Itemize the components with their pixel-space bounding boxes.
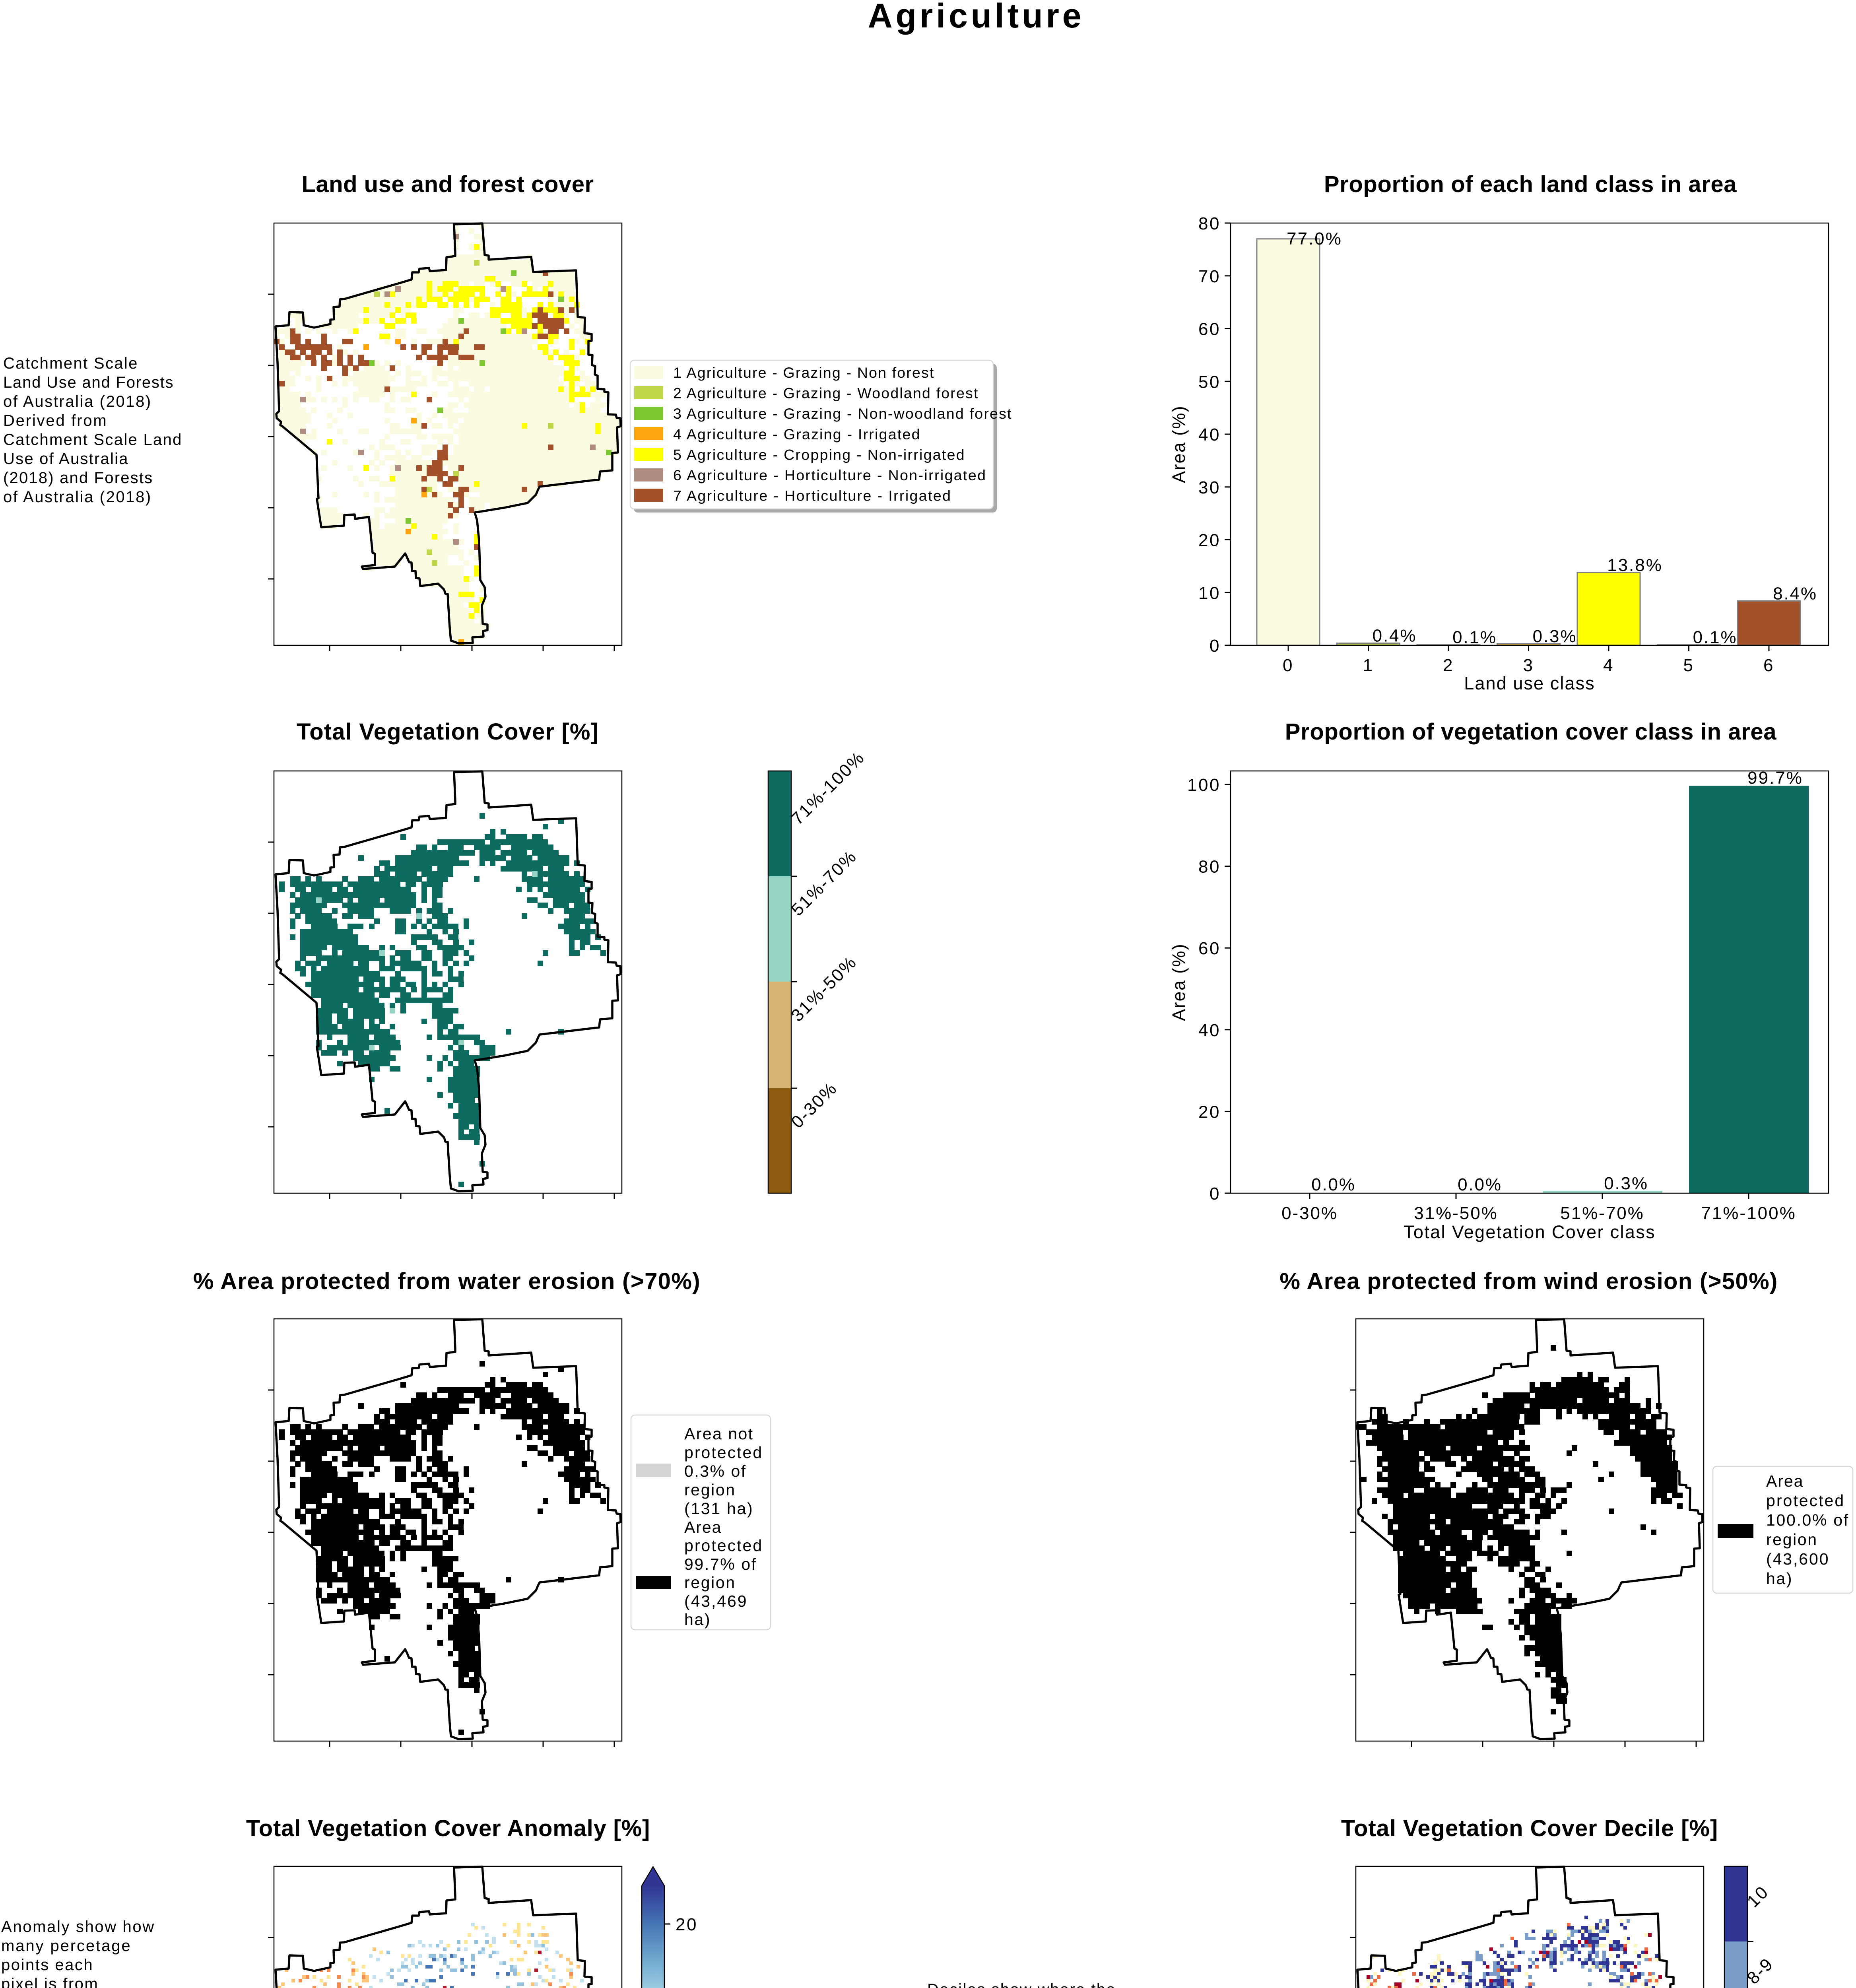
svg-text:71%-100%: 71%-100% (1701, 1204, 1796, 1223)
svg-text:40: 40 (1198, 425, 1221, 445)
svg-text:Land use and forest cover: Land use and forest cover (301, 171, 594, 197)
svg-text:7 Agriculture - Horticulture -: 7 Agriculture - Horticulture - Irrigated (673, 487, 951, 504)
svg-text:100: 100 (1187, 775, 1221, 795)
svg-text:6: 6 (1763, 656, 1774, 675)
svg-text:80: 80 (1198, 214, 1221, 233)
svg-text:0.3%: 0.3% (1533, 627, 1577, 646)
svg-text:Proportion of vegetation cover: Proportion of vegetation cover class in … (1285, 719, 1777, 745)
svg-text:region: region (1766, 1530, 1818, 1549)
svg-text:Total Vegetation Cover [%]: Total Vegetation Cover [%] (297, 719, 599, 745)
svg-text:Area not: Area not (684, 1425, 754, 1443)
svg-text:0: 0 (1283, 656, 1294, 675)
svg-text:Use of Australia: Use of Australia (3, 450, 129, 468)
svg-text:Proportion of each land class: Proportion of each land class in area (1324, 171, 1737, 197)
svg-text:protected: protected (1766, 1491, 1845, 1510)
svg-text:Land use class: Land use class (1464, 673, 1595, 693)
svg-text:0.0%: 0.0% (1311, 1175, 1356, 1194)
svg-text:pixel is from: pixel is from (1, 1975, 99, 1988)
svg-text:region: region (684, 1481, 736, 1499)
svg-text:20: 20 (676, 1915, 698, 1934)
svg-text:Deciles show where the: Deciles show where the (927, 1981, 1116, 1988)
svg-text:60: 60 (1198, 939, 1221, 958)
svg-text:20: 20 (1198, 531, 1221, 550)
svg-text:99.7%: 99.7% (1747, 768, 1803, 788)
svg-text:0.1%: 0.1% (1693, 628, 1738, 647)
svg-text:protected: protected (684, 1536, 763, 1555)
svg-text:30: 30 (1198, 478, 1221, 497)
svg-text:80: 80 (1198, 857, 1221, 877)
svg-text:0-30%: 0-30% (1281, 1204, 1338, 1223)
svg-text:3: 3 (1523, 656, 1534, 675)
svg-text:Agriculture: Agriculture (868, 0, 1085, 35)
svg-text:31%-50%: 31%-50% (1414, 1204, 1498, 1223)
svg-text:of Australia (2018): of Australia (2018) (3, 488, 152, 506)
svg-text:Total Vegetation Cover Decile: Total Vegetation Cover Decile [%] (1341, 1815, 1718, 1841)
svg-text:8.4%: 8.4% (1773, 584, 1817, 603)
svg-text:Anomaly show how: Anomaly show how (1, 1918, 155, 1936)
svg-text:(131 ha): (131 ha) (684, 1499, 753, 1518)
svg-text:60: 60 (1198, 320, 1221, 339)
svg-text:Catchment Scale Land: Catchment Scale Land (3, 431, 182, 448)
svg-text:1 Agriculture - Grazing - Non: 1 Agriculture - Grazing - Non forest (673, 364, 935, 381)
svg-text:100.0% of: 100.0% of (1766, 1511, 1849, 1529)
svg-text:many percetage: many percetage (1, 1937, 132, 1955)
svg-text:0.3% of: 0.3% of (684, 1462, 747, 1480)
svg-text:0.0%: 0.0% (1458, 1175, 1502, 1194)
svg-text:2: 2 (1443, 656, 1454, 675)
svg-text:% Area protected from wind ero: % Area protected from wind erosion (>50%… (1279, 1268, 1778, 1294)
svg-text:Area: Area (684, 1518, 722, 1536)
svg-text:points each: points each (1, 1956, 93, 1974)
svg-text:(43,600: (43,600 (1766, 1550, 1829, 1568)
svg-text:0: 0 (1210, 636, 1221, 656)
svg-text:protected: protected (684, 1443, 763, 1462)
svg-text:ha): ha) (1766, 1569, 1793, 1588)
svg-text:10: 10 (1198, 583, 1221, 603)
svg-text:Area (%): Area (%) (1169, 943, 1189, 1021)
svg-text:20: 20 (1198, 1102, 1221, 1122)
svg-text:4: 4 (1603, 656, 1614, 675)
svg-text:13.8%: 13.8% (1607, 555, 1663, 575)
svg-text:5: 5 (1683, 656, 1694, 675)
svg-text:77.0%: 77.0% (1287, 229, 1342, 248)
svg-text:Area: Area (1766, 1472, 1804, 1490)
svg-text:(43,469: (43,469 (684, 1592, 747, 1610)
svg-text:Land Use and Forests: Land Use and Forests (3, 374, 174, 391)
svg-text:70: 70 (1198, 267, 1221, 286)
svg-text:40: 40 (1198, 1021, 1221, 1040)
svg-text:99.7% of: 99.7% of (684, 1555, 757, 1573)
svg-text:3 Agriculture - Grazing - Non-: 3 Agriculture - Grazing - Non-woodland f… (673, 405, 1012, 422)
svg-text:51%-70%: 51%-70% (1560, 1204, 1644, 1223)
svg-text:2 Agriculture - Grazing - Wood: 2 Agriculture - Grazing - Woodland fores… (673, 385, 979, 402)
svg-text:% Area protected from water er: % Area protected from water erosion (>70… (193, 1268, 701, 1294)
svg-text:Derived from: Derived from (3, 412, 107, 429)
svg-text:Catchment Scale: Catchment Scale (3, 355, 138, 372)
svg-text:Total Vegetation Cover class: Total Vegetation Cover class (1404, 1222, 1656, 1242)
svg-text:4 Agriculture - Grazing - Irri: 4 Agriculture - Grazing - Irrigated (673, 426, 921, 443)
svg-text:Area (%): Area (%) (1169, 405, 1189, 483)
svg-text:50: 50 (1198, 372, 1221, 392)
svg-text:0.4%: 0.4% (1373, 626, 1417, 646)
svg-text:(2018) and Forests: (2018) and Forests (3, 469, 153, 487)
svg-text:of Australia (2018): of Australia (2018) (3, 393, 152, 410)
svg-text:1: 1 (1363, 656, 1374, 675)
svg-text:region: region (684, 1573, 736, 1592)
svg-text:ha): ha) (684, 1610, 711, 1629)
svg-text:5 Agriculture - Cropping - Non: 5 Agriculture - Cropping - Non-irrigated (673, 446, 965, 463)
svg-text:0: 0 (1210, 1184, 1221, 1204)
svg-text:6 Agriculture - Horticulture -: 6 Agriculture - Horticulture - Non-irrig… (673, 467, 986, 483)
svg-text:0.1%: 0.1% (1452, 628, 1497, 647)
svg-text:Total Vegetation Cover Anomaly: Total Vegetation Cover Anomaly [%] (246, 1815, 650, 1841)
svg-text:0.3%: 0.3% (1604, 1174, 1648, 1193)
